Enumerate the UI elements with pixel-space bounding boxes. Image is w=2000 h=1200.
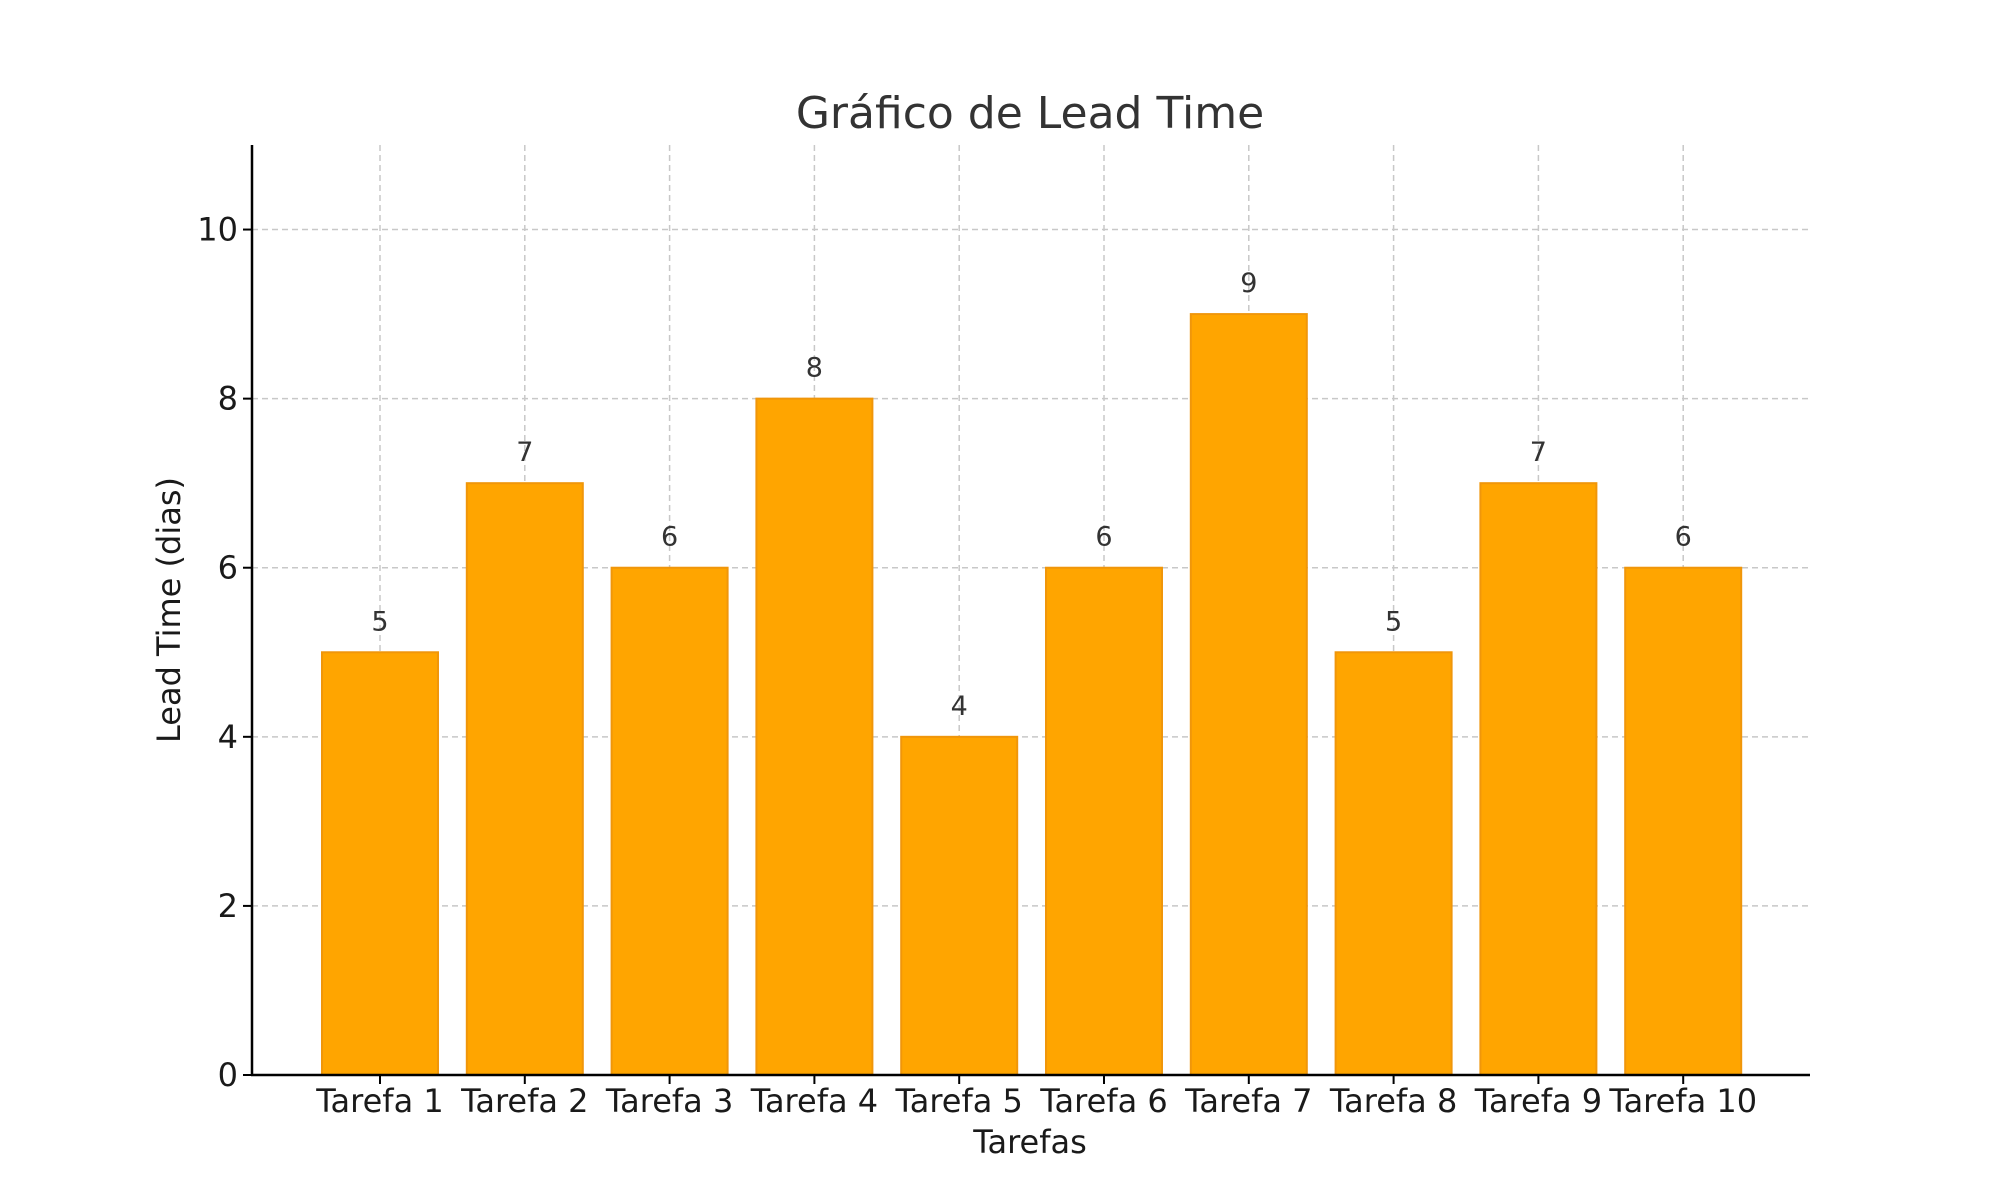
y-tick-label: 8 [218, 380, 238, 418]
x-tick-label: Tarefa 10 [1608, 1082, 1757, 1120]
bar [1334, 651, 1453, 1076]
chart-title: Gráfico de Lead Time [796, 88, 1264, 139]
bar [1189, 313, 1308, 1077]
data-label: 7 [1530, 437, 1547, 468]
x-tick-label: Tarefa 8 [1329, 1082, 1457, 1120]
data-label: 5 [371, 606, 388, 637]
bar [1624, 566, 1743, 1077]
data-label: 5 [1385, 606, 1402, 637]
x-axis-title: Tarefas [972, 1123, 1087, 1161]
x-tick-label: Tarefa 6 [1039, 1082, 1167, 1120]
bar [755, 397, 874, 1076]
bar [321, 651, 439, 1076]
y-tick-label: 10 [197, 211, 238, 249]
bar [610, 566, 729, 1077]
x-tick-label: Tarefa 4 [750, 1082, 878, 1120]
labels-layer: 5 7 6 8 4 6 9 5 7 6 0 2 4 6 8 10 Tarefa 1 Tarefa 2 Tarefa … [197, 211, 1757, 1120]
data-label: 7 [516, 437, 533, 468]
y-tick-label: 0 [218, 1056, 238, 1094]
bar [900, 735, 1019, 1076]
y-tick-label: 2 [218, 887, 238, 925]
x-tick-label: Tarefa 7 [1184, 1082, 1312, 1120]
bars-layer [321, 313, 1743, 1077]
data-label: 8 [806, 353, 823, 384]
bar [1479, 482, 1598, 1076]
x-tick-label: Tarefa 5 [894, 1082, 1022, 1120]
y-tick-label: 4 [218, 718, 238, 756]
y-axis-title: Lead Time (dias) [150, 477, 188, 743]
data-label: 6 [1675, 522, 1692, 553]
data-label: 9 [1240, 268, 1257, 299]
data-label: 4 [951, 691, 968, 722]
x-tick-label: Tarefa 3 [605, 1082, 733, 1120]
x-tick-label: Tarefa 9 [1474, 1082, 1602, 1120]
data-label: 6 [661, 522, 678, 553]
bar [465, 482, 584, 1076]
axes-layer [243, 145, 1810, 1084]
x-tick-label: Tarefa 2 [460, 1082, 588, 1120]
y-tick-label: 6 [218, 549, 238, 587]
data-label: 6 [1095, 522, 1112, 553]
bar [1045, 566, 1163, 1077]
x-tick-label: Tarefa 1 [315, 1082, 443, 1120]
